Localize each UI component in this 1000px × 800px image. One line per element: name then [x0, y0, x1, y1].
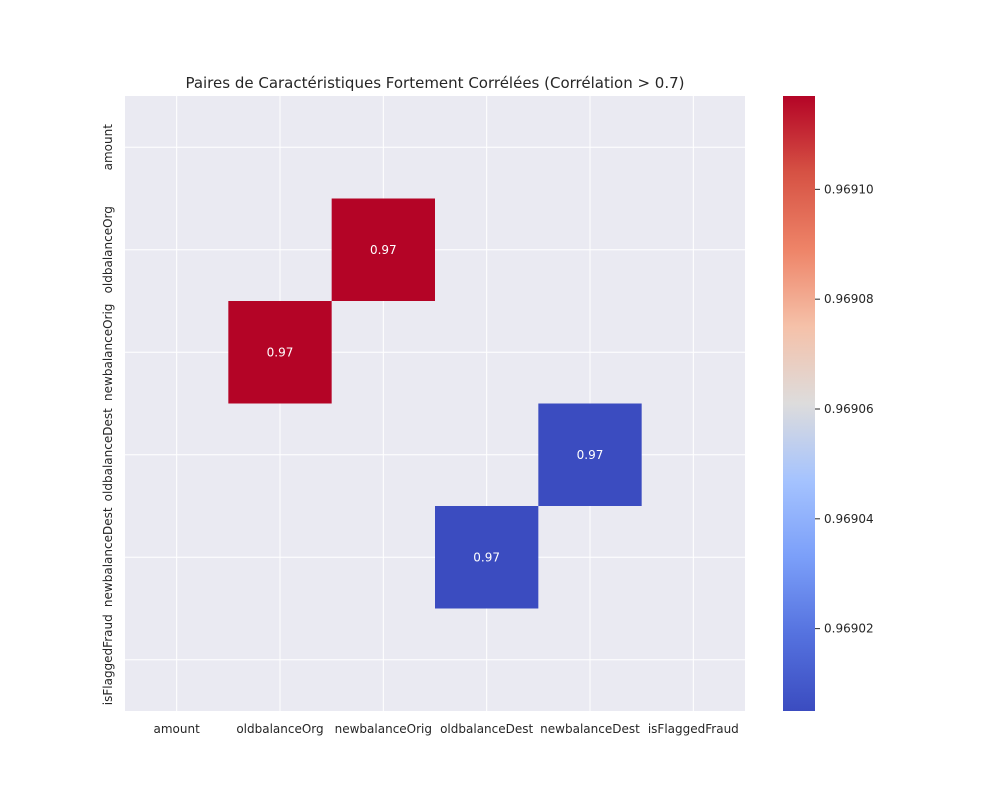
x-tick-label: oldbalanceDest [440, 722, 533, 736]
cell-value-label: 0.97 [577, 448, 604, 462]
colorbar-tick-label: 0.96902 [824, 622, 874, 636]
x-tick-label: newbalanceOrig [335, 722, 432, 736]
cell-value-label: 0.97 [370, 243, 397, 257]
colorbar-tick-label: 0.96910 [824, 182, 874, 196]
x-tick-label: amount [154, 722, 201, 736]
y-tick-label: newbalanceOrig [101, 304, 115, 401]
colorbar-tick-label: 0.96908 [824, 292, 874, 306]
chart-title: Paires de Caractéristiques Fortement Cor… [185, 74, 684, 92]
cell-value-label: 0.97 [267, 345, 294, 359]
heatmap-cell [435, 506, 539, 609]
x-axis-tick-labels: amount oldbalanceOrg newbalanceOrig oldbala… [154, 722, 739, 736]
y-tick-label: oldbalanceOrg [101, 206, 115, 293]
y-tick-label: oldbalanceDest [101, 408, 115, 501]
x-tick-label: isFlaggedFraud [648, 722, 739, 736]
x-tick-label: oldbalanceOrg [236, 722, 323, 736]
y-axis-tick-labels: amount oldbalanceOrg newbalanceOrig oldbala… [101, 124, 115, 705]
y-tick-label: amount [101, 124, 115, 171]
colorbar-tick-label: 0.96906 [824, 402, 874, 416]
colorbar-tick-label: 0.96904 [824, 512, 874, 526]
colorbar-tick-labels: 0.96902 0.96904 0.96906 0.96908 0.96910 [815, 182, 874, 636]
heatmap-cell [331, 198, 435, 301]
x-tick-label: newbalanceDest [540, 722, 640, 736]
plot-area [125, 96, 745, 711]
colorbar [783, 96, 815, 711]
heatmap-cell [228, 301, 332, 404]
heatmap-cells: 0.97 0.97 0.97 0.97 [228, 198, 642, 609]
y-tick-label: isFlaggedFraud [101, 614, 115, 705]
cell-value-label: 0.97 [473, 550, 500, 564]
heatmap-cell [538, 403, 642, 506]
y-tick-label: newbalanceDest [101, 507, 115, 607]
